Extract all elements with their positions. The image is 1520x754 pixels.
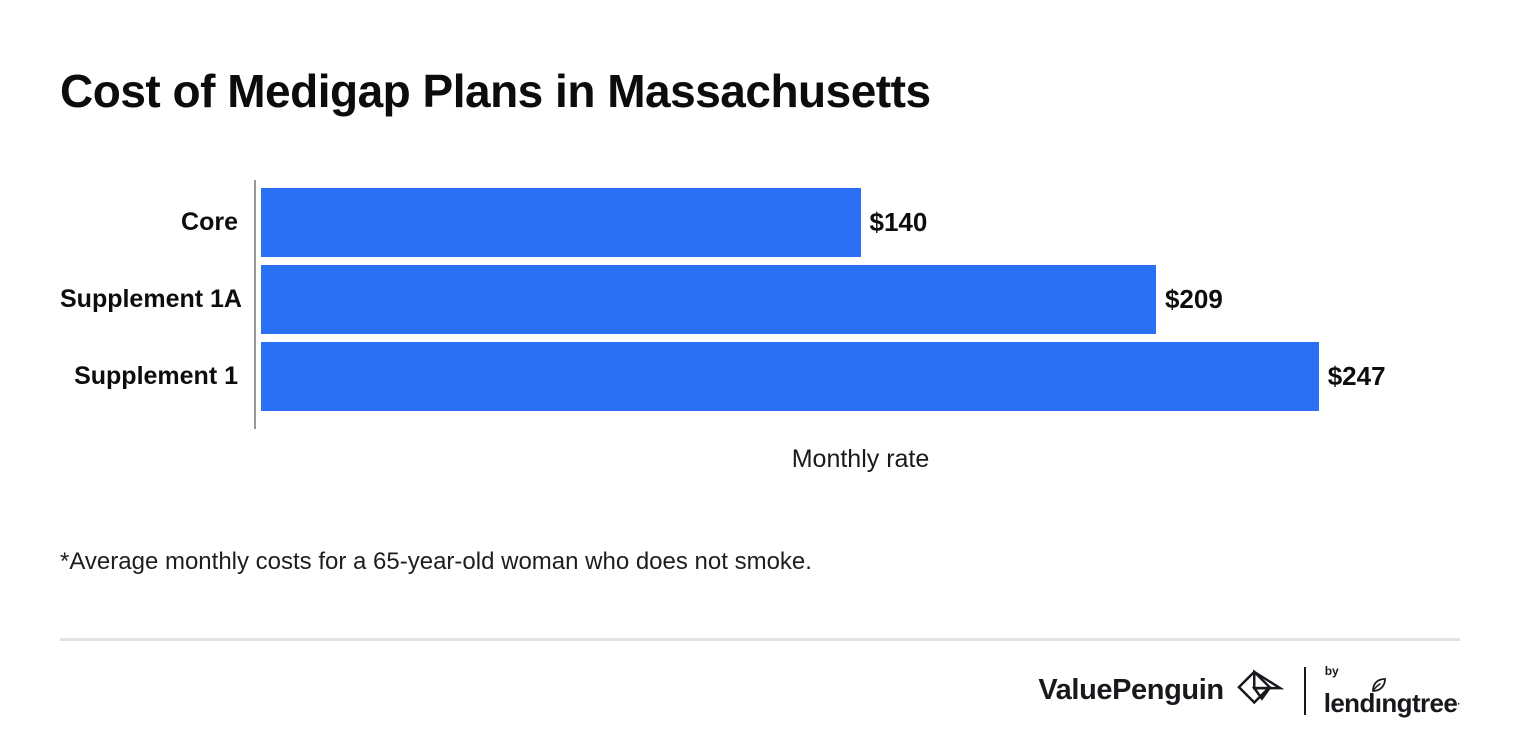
chart-rows: Core $140 Supplement 1A $209 Supplement 1 $24… xyxy=(60,180,1460,429)
footer-branding: ValuePenguin by lend ı ngtree · xyxy=(60,665,1460,716)
divider-line xyxy=(60,638,1460,641)
bar-track: $140 xyxy=(254,188,1460,257)
lendingtree-by-label: by xyxy=(1324,664,1339,678)
chart-row: Supplement 1A $209 xyxy=(60,265,1460,334)
x-axis-label-wrap: Monthly rate xyxy=(261,445,1460,474)
valuepenguin-penguin-icon xyxy=(1236,669,1284,704)
bar-value-label: $140 xyxy=(869,207,928,237)
lendingtree-letter-i: ı xyxy=(1371,678,1386,716)
x-axis-label: Monthly rate xyxy=(791,445,930,473)
bar xyxy=(261,342,1319,411)
chart-row: Supplement 1 $247 xyxy=(60,342,1460,411)
bar-value-label: $209 xyxy=(1164,284,1223,314)
chart-plot-area: Core $140 Supplement 1A $209 Supplement 1 $24… xyxy=(60,180,1460,429)
bar xyxy=(261,188,861,257)
category-label: Supplement 1 xyxy=(74,362,238,390)
page-title: Cost of Medigap Plans in Massachusetts xyxy=(60,65,931,117)
bar-track: $247 xyxy=(254,342,1460,411)
page: Cost of Medigap Plans in Massachusetts C… xyxy=(0,64,1520,716)
footnote: *Average monthly costs for a 65-year-old… xyxy=(60,548,812,575)
valuepenguin-wordmark: ValuePenguin xyxy=(1038,674,1224,706)
chart-row: Core $140 xyxy=(60,188,1460,257)
bar-track: $209 xyxy=(254,265,1460,334)
bar-chart: Core $140 Supplement 1A $209 Supplement 1 $24… xyxy=(60,180,1460,474)
lendingtree-wordmark: lend ı ngtree · xyxy=(1323,678,1461,718)
lendingtree-logo: by lend ı ngtree · xyxy=(1323,664,1461,718)
lendingtree-word-post: ngtree xyxy=(1381,688,1458,718)
category-label: Supplement 1A xyxy=(60,285,242,313)
footer-divider-line xyxy=(1303,666,1306,715)
bar-value-label: $247 xyxy=(1327,361,1386,391)
y-axis-line xyxy=(254,180,256,429)
leaf-icon xyxy=(1371,678,1386,692)
trademark-dot: · xyxy=(1457,699,1460,710)
lendingtree-word-pre: lend xyxy=(1323,688,1376,718)
bar xyxy=(261,265,1156,334)
category-label: Core xyxy=(181,208,238,236)
